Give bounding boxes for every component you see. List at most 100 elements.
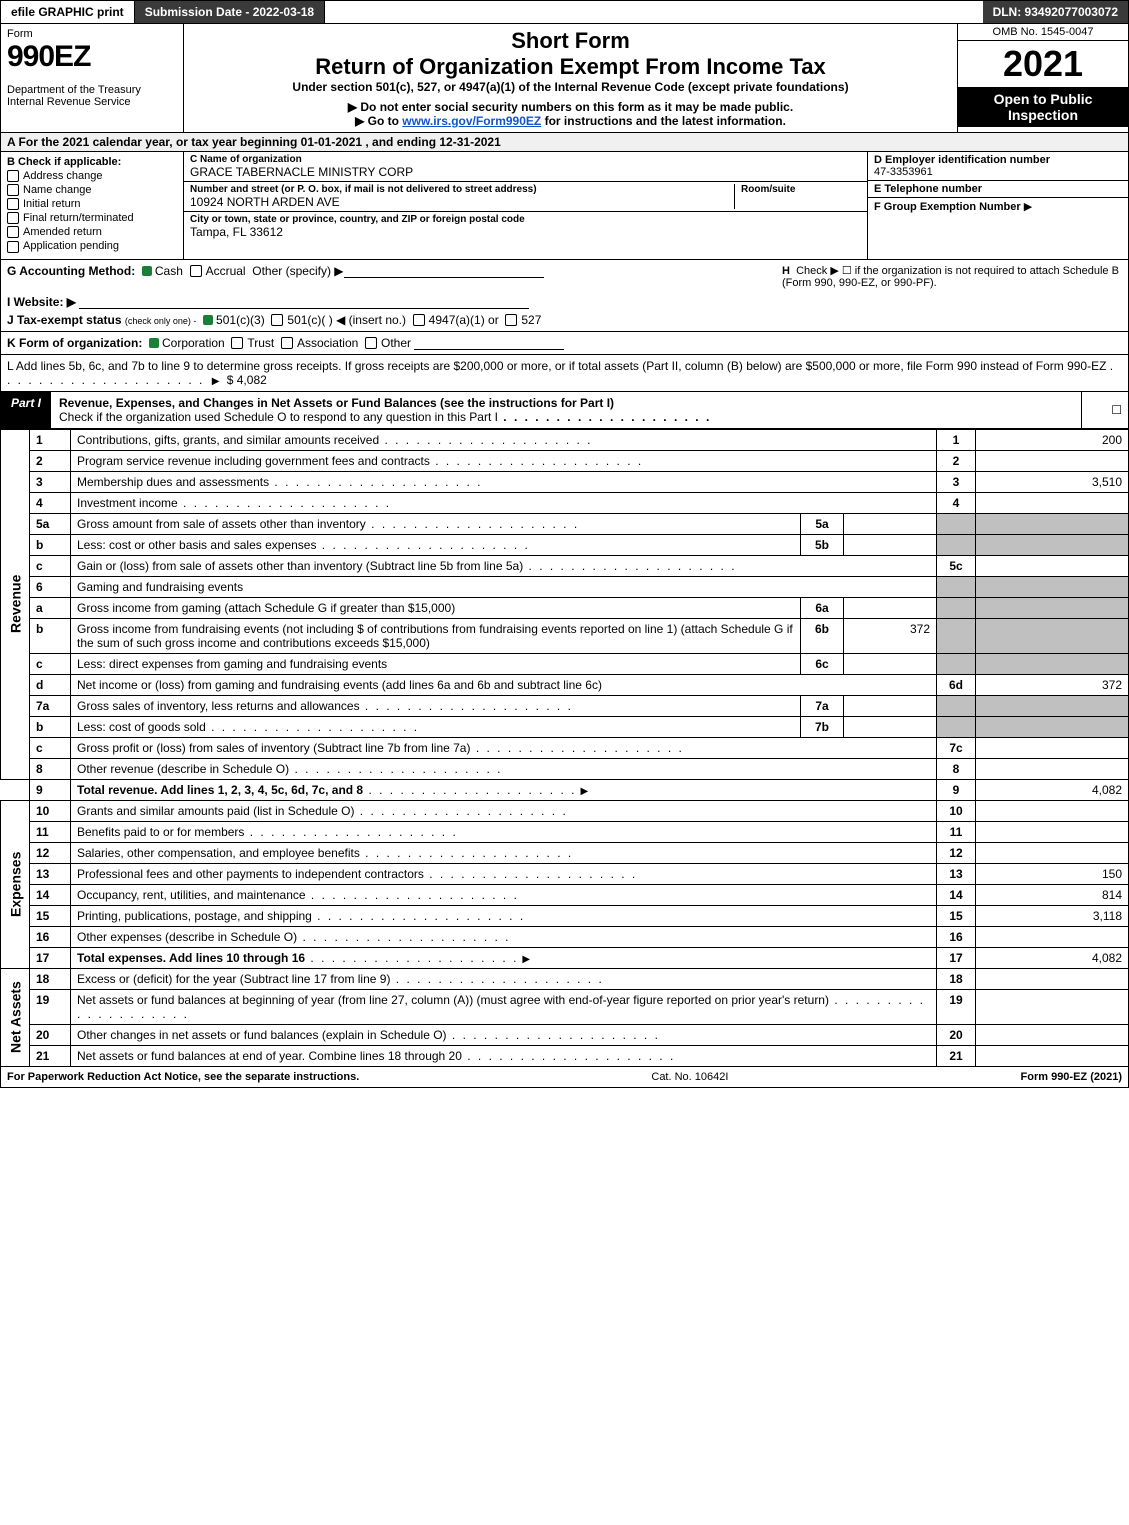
line-amount: 372	[976, 674, 1129, 695]
line-numbox: 18	[937, 968, 976, 989]
open-public-badge: Open to Public Inspection	[958, 87, 1128, 127]
checkbox-name-change[interactable]: Name change	[7, 184, 177, 196]
line-amount: 3,510	[976, 471, 1129, 492]
line-desc: Net assets or fund balances at end of ye…	[77, 1049, 462, 1063]
line-no: 8	[30, 758, 71, 779]
line-no: b	[30, 534, 71, 555]
ein-value: 47-3353961	[874, 166, 1122, 178]
other-method-label: Other (specify) ▶	[252, 264, 343, 278]
line-desc: Benefits paid to or for members	[77, 825, 244, 839]
line-desc: Net income or (loss) from gaming and fun…	[77, 678, 602, 692]
checkbox-association[interactable]	[281, 337, 293, 349]
line-numbox: 7c	[937, 737, 976, 758]
line-desc: Gain or (loss) from sale of assets other…	[77, 559, 523, 573]
line-numbox: 6d	[937, 674, 976, 695]
paperwork-notice: For Paperwork Reduction Act Notice, see …	[7, 1071, 359, 1083]
line-desc: Less: cost or other basis and sales expe…	[77, 538, 316, 552]
part1-checkbox[interactable]: ☐	[1081, 392, 1128, 428]
department-label: Department of the Treasury Internal Reve…	[7, 84, 177, 108]
netassets-side-label: Net Assets	[1, 968, 30, 1066]
sub-no: 7a	[801, 695, 844, 716]
501c-label: 501(c)( ) ◀ (insert no.)	[287, 313, 406, 327]
line-desc: Gross profit or (loss) from sales of inv…	[77, 741, 470, 755]
grey-cell	[937, 513, 976, 534]
sub-value: 372	[844, 618, 937, 653]
form-header: Form 990EZ Department of the Treasury In…	[0, 24, 1129, 133]
checkbox-cash-checked[interactable]	[142, 266, 152, 276]
line-numbox: 9	[937, 779, 976, 800]
part1-check-line: Check if the organization used Schedule …	[59, 410, 498, 424]
line-desc: Total expenses. Add lines 10 through 16	[77, 951, 305, 965]
line-no: 17	[30, 947, 71, 968]
line-numbox: 10	[937, 800, 976, 821]
ein-label: D Employer identification number	[874, 154, 1122, 166]
4947-label: 4947(a)(1) or	[429, 313, 499, 327]
checkbox-501c[interactable]	[271, 314, 283, 326]
line-no: 21	[30, 1045, 71, 1066]
line-no: 3	[30, 471, 71, 492]
grey-cell	[937, 695, 976, 716]
line-desc: Printing, publications, postage, and shi…	[77, 909, 312, 923]
tax-exempt-label: J Tax-exempt status	[7, 313, 122, 327]
efile-print-button[interactable]: efile GRAPHIC print	[1, 1, 135, 23]
tax-year: 2021	[958, 41, 1128, 87]
identity-grid: B Check if applicable: Address change Na…	[0, 152, 1129, 260]
sub-value	[844, 534, 937, 555]
section-a-tax-year: A For the 2021 calendar year, or tax yea…	[0, 133, 1129, 152]
checkbox-final-return[interactable]: Final return/terminated	[7, 212, 177, 224]
part1-tag: Part I	[1, 392, 51, 428]
checkbox-trust[interactable]	[231, 337, 243, 349]
checkbox-501c3-checked[interactable]	[203, 315, 213, 325]
page-footer: For Paperwork Reduction Act Notice, see …	[0, 1067, 1129, 1088]
irs-link[interactable]: www.irs.gov/Form990EZ	[402, 114, 541, 128]
schedule-b-note: Check ▶ ☐ if the organization is not req…	[782, 265, 1119, 289]
checkbox-application-pending[interactable]: Application pending	[7, 240, 177, 252]
line-amount	[976, 821, 1129, 842]
telephone-label: E Telephone number	[874, 183, 1122, 195]
line-no: 9	[30, 779, 71, 800]
grey-cell	[937, 716, 976, 737]
other-method-input[interactable]	[344, 265, 544, 278]
arrow-icon	[518, 951, 534, 965]
line-desc: Less: cost of goods sold	[77, 720, 206, 734]
line-numbox: 1	[937, 429, 976, 450]
checkbox-initial-return[interactable]: Initial return	[7, 198, 177, 210]
line-no: 14	[30, 884, 71, 905]
501c3-label: 501(c)(3)	[216, 313, 265, 327]
other-org-input[interactable]	[414, 337, 564, 350]
checkbox-corporation-checked[interactable]	[149, 338, 159, 348]
line-numbox: 14	[937, 884, 976, 905]
checkbox-other-org[interactable]	[365, 337, 377, 349]
arrow-icon: ▶	[1024, 201, 1032, 213]
line-numbox: 15	[937, 905, 976, 926]
gross-receipts-amount: $ 4,082	[227, 373, 267, 387]
goto-note: ▶ Go to www.irs.gov/Form990EZ for instru…	[190, 114, 951, 128]
line-amount	[976, 968, 1129, 989]
org-name-label: C Name of organization	[190, 154, 861, 165]
form-id-block: Form 990EZ Department of the Treasury In…	[1, 24, 184, 132]
line-numbox: 16	[937, 926, 976, 947]
527-label: 527	[521, 313, 541, 327]
line-desc: Professional fees and other payments to …	[77, 867, 424, 881]
expenses-side-label: Expenses	[1, 800, 30, 968]
sub-value	[844, 653, 937, 674]
arrow-icon	[208, 373, 224, 387]
section-ghij: G Accounting Method: Cash Accrual Other …	[0, 260, 1129, 332]
checkbox-4947[interactable]	[413, 314, 425, 326]
checkbox-address-change[interactable]: Address change	[7, 170, 177, 182]
line-no: b	[30, 716, 71, 737]
checkbox-amended-return[interactable]: Amended return	[7, 226, 177, 238]
line-desc: Investment income	[77, 496, 178, 510]
short-form-title: Short Form	[190, 28, 951, 54]
lines-table: Revenue 1 Contributions, gifts, grants, …	[0, 429, 1129, 1067]
checkbox-accrual[interactable]	[190, 265, 202, 277]
line-no: d	[30, 674, 71, 695]
line-amount	[976, 1024, 1129, 1045]
line-amount	[976, 737, 1129, 758]
line-no: 5a	[30, 513, 71, 534]
website-input[interactable]	[79, 296, 529, 309]
checkbox-527[interactable]	[505, 314, 517, 326]
line-amount: 4,082	[976, 947, 1129, 968]
line-no: 16	[30, 926, 71, 947]
line-no: 11	[30, 821, 71, 842]
